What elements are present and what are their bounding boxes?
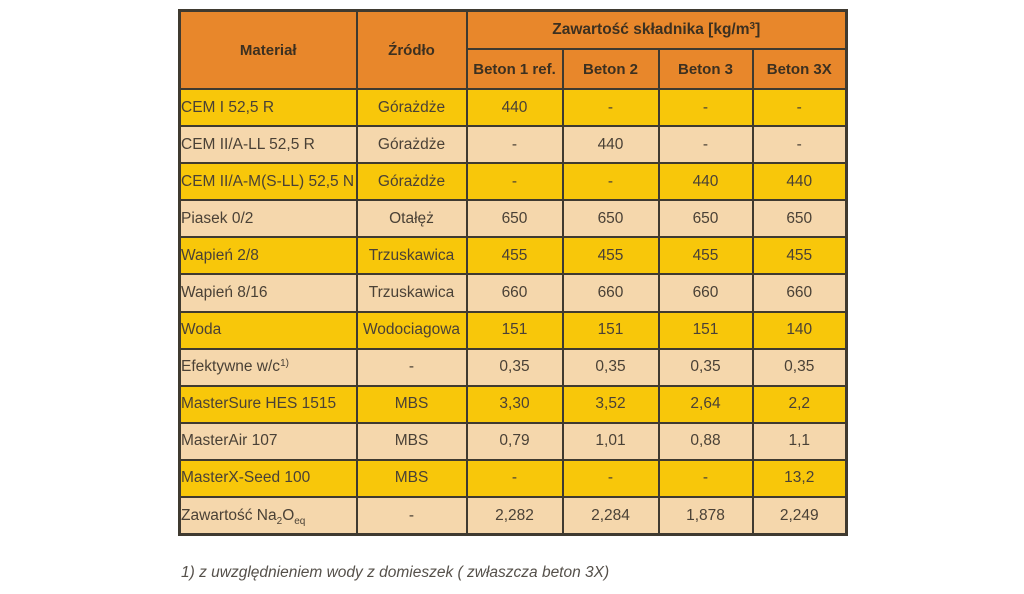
material-cell: CEM II/A-M(S-LL) 52,5 N — [178, 162, 358, 202]
source-cell: - — [355, 347, 468, 387]
value-cell: 151 — [561, 310, 660, 350]
value-cell: 2,282 — [465, 496, 564, 536]
value-cell: - — [657, 458, 754, 499]
value-cell: 3,30 — [465, 384, 564, 424]
column-header-content-group: Zawartość składnika [kg/m3] — [465, 9, 848, 50]
column-header-beton-3: Beton 3 — [657, 48, 754, 90]
table-row: Wapień 8/16 Trzuskawica 660 660 660 660 — [178, 273, 848, 313]
source-cell: MBS — [355, 384, 468, 424]
value-cell: 650 — [657, 199, 754, 239]
material-cell: Piasek 0/2 — [178, 199, 358, 239]
material-cell: MasterSure HES 1515 — [178, 384, 358, 424]
value-cell: 0,35 — [465, 347, 564, 387]
source-cell: Otałęż — [355, 199, 468, 239]
concrete-mix-table-wrap: Materiał Źródło Zawartość składnika [kg/… — [178, 9, 849, 537]
material-cell: Woda — [178, 310, 358, 350]
value-cell: 151 — [465, 310, 564, 350]
value-cell: 2,249 — [751, 496, 848, 536]
table-row: Zawartość Na2Oeq -2,282 2,284 1,878 2,249 — [178, 496, 848, 536]
table-row: MasterSure HES 1515 MBS 3,30 3,52 2,64 2,2 — [178, 384, 848, 424]
source-cell: MBS — [355, 458, 468, 499]
value-cell: 0,35 — [561, 347, 660, 387]
value-cell: - — [751, 87, 848, 128]
table-row: Piasek 0/2 Otałęż 650 650 650 650 — [178, 199, 848, 239]
table-body: CEM I 52,5 R Górażdże 440- - - CEM II/A-LL 52… — [178, 87, 848, 536]
source-cell: Trzuskawica — [355, 236, 468, 276]
value-cell: 650 — [751, 199, 848, 239]
value-cell: 650 — [561, 199, 660, 239]
source-cell: Górażdże — [355, 87, 468, 128]
value-cell: 2,284 — [561, 496, 660, 536]
table-row: CEM II/A-M(S-LL) 52,5 N Górażdże - -440 440 — [178, 162, 848, 202]
column-header-beton-1: Beton 1 ref. — [465, 48, 564, 90]
value-cell: 2,2 — [751, 384, 848, 424]
material-cell: MasterAir 107 — [178, 421, 358, 461]
material-cell: MasterX-Seed 100 — [178, 458, 358, 499]
value-cell: 455 — [751, 236, 848, 276]
material-cell: Zawartość Na2Oeq — [178, 496, 358, 536]
value-cell: 1,1 — [751, 421, 848, 461]
table-row: CEM II/A-LL 52,5 R Górażdże -440- - — [178, 125, 848, 165]
value-cell: - — [561, 162, 660, 202]
value-cell: 440 — [657, 162, 754, 202]
value-cell: 0,35 — [751, 347, 848, 387]
value-cell: - — [561, 458, 660, 499]
value-cell: 650 — [465, 199, 564, 239]
value-cell: - — [465, 162, 564, 202]
footnote: 1) z uwzględnieniem wody z domieszek ( z… — [181, 564, 610, 581]
value-cell: 440 — [465, 87, 564, 128]
value-cell: 660 — [561, 273, 660, 313]
value-cell: - — [657, 125, 754, 165]
value-cell: 455 — [465, 236, 564, 276]
value-cell: 660 — [465, 273, 564, 313]
value-cell: 0,88 — [657, 421, 754, 461]
value-cell: - — [561, 87, 660, 128]
value-cell: 1,878 — [657, 496, 754, 536]
source-cell: - — [355, 496, 468, 536]
material-cell: CEM II/A-LL 52,5 R — [178, 125, 358, 165]
concrete-mix-table: Materiał Źródło Zawartość składnika [kg/… — [178, 9, 849, 537]
source-cell: Wodociagowa — [355, 310, 468, 350]
column-header-beton-2: Beton 2 — [561, 48, 660, 90]
table-header: Materiał Źródło Zawartość składnika [kg/… — [178, 9, 848, 90]
value-cell: 440 — [561, 125, 660, 165]
table-row: Woda Wodociagowa 151 151 151 140 — [178, 310, 848, 350]
column-header-beton-3x: Beton 3X — [751, 48, 848, 90]
material-cell: Wapień 8/16 — [178, 273, 358, 313]
value-cell: - — [465, 458, 564, 499]
table-row: MasterAir 107 MBS 0,79 1,01 0,88 1,1 — [178, 421, 848, 461]
value-cell: - — [751, 125, 848, 165]
source-cell: Trzuskawica — [355, 273, 468, 313]
value-cell: 151 — [657, 310, 754, 350]
material-cell: Efektywne w/c1) — [178, 347, 358, 387]
table-row: MasterX-Seed 100 MBS - - -13,2 — [178, 458, 848, 499]
source-cell: Górażdże — [355, 162, 468, 202]
column-header-material: Materiał — [178, 9, 358, 90]
value-cell: - — [465, 125, 564, 165]
value-cell: 3,52 — [561, 384, 660, 424]
value-cell: 0,79 — [465, 421, 564, 461]
value-cell: 140 — [751, 310, 848, 350]
table-row: CEM I 52,5 R Górażdże 440- - - — [178, 87, 848, 128]
value-cell: 455 — [657, 236, 754, 276]
value-cell: 660 — [751, 273, 848, 313]
value-cell: 0,35 — [657, 347, 754, 387]
value-cell: 2,64 — [657, 384, 754, 424]
table-row: Efektywne w/c1) -0,35 0,35 0,35 0,35 — [178, 347, 848, 387]
material-cell: CEM I 52,5 R — [178, 87, 358, 128]
source-cell: Górażdże — [355, 125, 468, 165]
material-cell: Wapień 2/8 — [178, 236, 358, 276]
table-row: Wapień 2/8 Trzuskawica 455 455 455 455 — [178, 236, 848, 276]
value-cell: 13,2 — [751, 458, 848, 499]
source-cell: MBS — [355, 421, 468, 461]
value-cell: 660 — [657, 273, 754, 313]
value-cell: 440 — [751, 162, 848, 202]
value-cell: 1,01 — [561, 421, 660, 461]
value-cell: - — [657, 87, 754, 128]
column-header-source: Źródło — [355, 9, 468, 90]
value-cell: 455 — [561, 236, 660, 276]
